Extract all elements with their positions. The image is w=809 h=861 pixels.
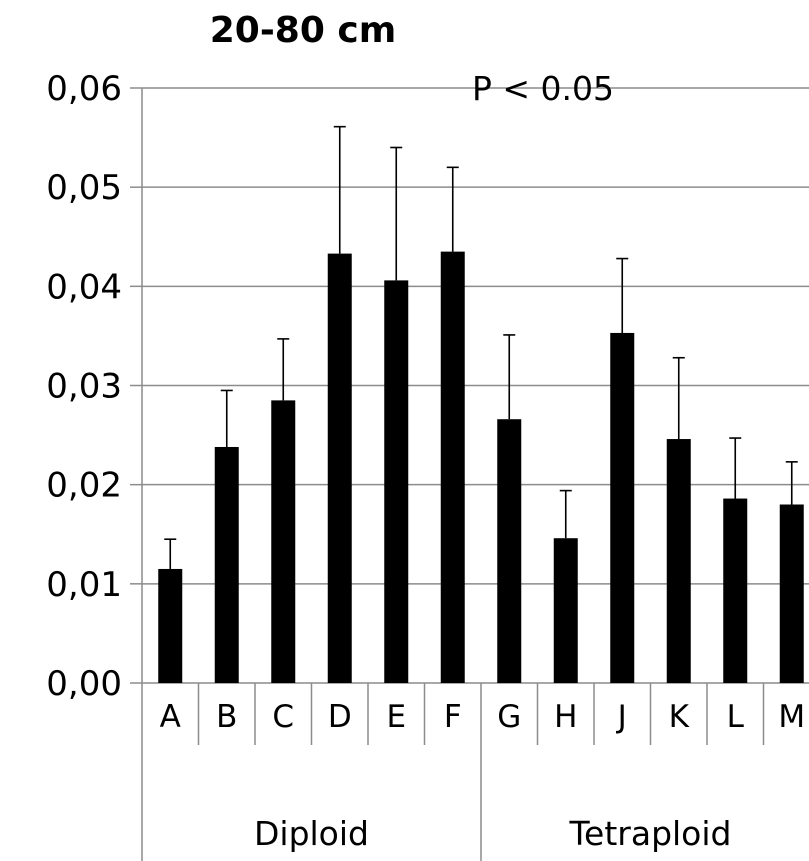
bar-D — [327, 253, 352, 683]
x-tick-label-B: B — [216, 699, 237, 735]
bar-K — [666, 439, 691, 683]
bar-E — [384, 280, 409, 683]
x-tick-label-F: F — [444, 699, 462, 735]
bar-L — [723, 498, 748, 683]
significance-annotation: P < 0.05 — [472, 69, 614, 108]
y-tick-labels: 0,00 0,01 0,02 0,03 0,04 0,05 0,06 — [46, 69, 122, 704]
x-tick-label-M: M — [778, 699, 805, 735]
y-tick-label: 0,05 — [46, 168, 122, 208]
x-tick-label-H: H — [554, 699, 577, 735]
group-label-tetraploid: Tetraploid — [568, 814, 731, 853]
bar-J — [610, 332, 635, 683]
x-tick-label-K: K — [669, 699, 690, 735]
bar-F — [440, 251, 465, 683]
y-tick-label: 0,01 — [46, 565, 122, 605]
y-tick-label: 0,06 — [46, 69, 122, 109]
y-tick-label: 0,03 — [46, 367, 122, 407]
y-tick-label: 0,00 — [46, 664, 122, 704]
bar-M — [779, 504, 804, 683]
axes — [130, 87, 809, 861]
error-bars — [164, 125, 798, 569]
chart-title: 20-80 cm — [210, 10, 397, 51]
bar-H — [553, 538, 578, 683]
group-label-diploid: Diploid — [254, 814, 369, 853]
group-labels: Diploid Tetraploid — [254, 814, 732, 853]
bars — [158, 251, 804, 683]
x-tick-label-D: D — [328, 699, 352, 735]
bar-C — [271, 400, 296, 683]
bar-G — [497, 419, 522, 683]
x-tick-label-L: L — [727, 699, 745, 735]
x-tick-label-G: G — [497, 699, 521, 735]
bar-B — [214, 446, 239, 683]
gridlines — [142, 87, 809, 585]
x-tick-label-J: J — [616, 699, 627, 735]
x-tick-label-C: C — [272, 699, 294, 735]
y-tick-label: 0,04 — [46, 267, 122, 307]
y-tick-label: 0,02 — [46, 466, 122, 506]
bar-A — [158, 568, 183, 683]
x-tick-label-E: E — [386, 699, 406, 735]
x-tick-label-A: A — [160, 699, 181, 735]
